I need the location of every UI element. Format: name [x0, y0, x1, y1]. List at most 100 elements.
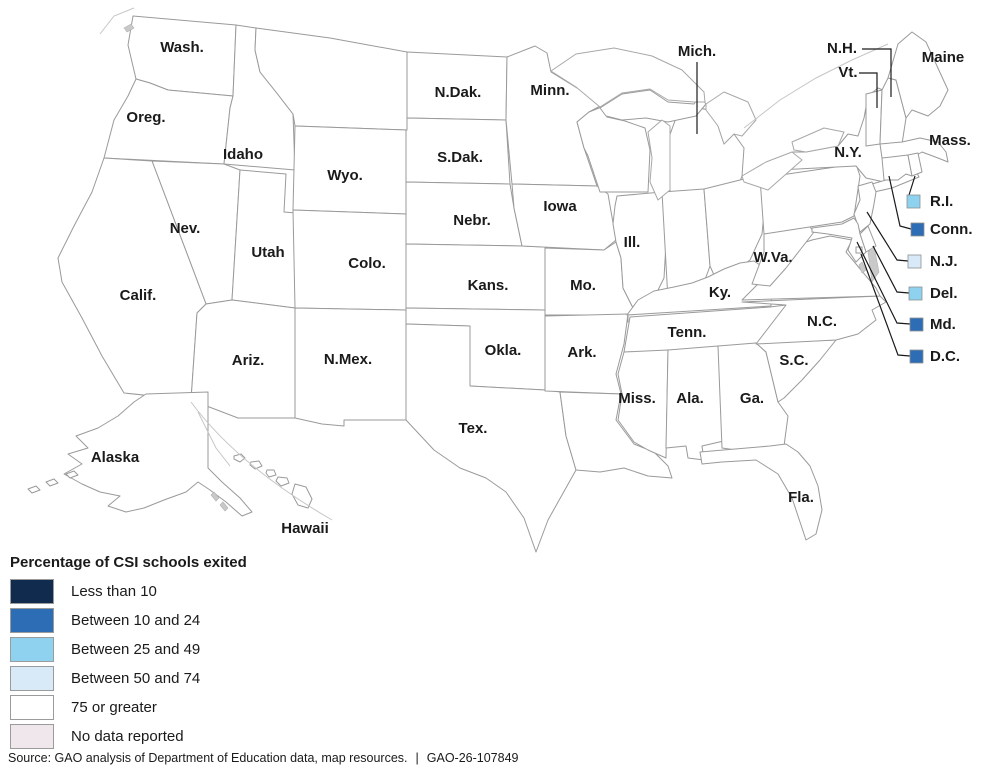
states-layer — [27, 15, 949, 553]
callout-label-dc: D.C. — [930, 348, 960, 365]
source-line: Source: GAO analysis of Department of Ed… — [8, 751, 519, 765]
state-label-wisconsin: Wis. — [597, 133, 628, 150]
state-label-indiana: Ind. — [670, 235, 697, 252]
state-label-colorado: Colo. — [348, 255, 386, 272]
callout-swatch-nj — [907, 254, 922, 269]
state-label-mississippi: Miss. — [618, 390, 656, 407]
state-label-pennsylvania: Penn. — [788, 197, 829, 214]
state-texas — [405, 323, 577, 553]
state-label-michigan: Mich. — [678, 43, 716, 60]
source-text: Source: GAO analysis of Department of Ed… — [8, 751, 408, 765]
state-alaska — [63, 391, 253, 517]
state-label-vermont: Vt. — [838, 64, 857, 81]
legend-label: No data reported — [71, 728, 184, 745]
legend-swatch-75-or-greater — [10, 695, 54, 720]
state-label-arkansas: Ark. — [567, 344, 596, 361]
callout-swatch-del — [908, 286, 923, 301]
callout-swatch-md — [909, 317, 924, 332]
state-label-south-dakota: S.Dak. — [437, 149, 483, 166]
state-label-north-dakota: N.Dak. — [435, 84, 482, 101]
callout-lines-layer — [696, 48, 916, 357]
legend-item: Between 50 and 74 — [10, 666, 247, 691]
state-iowa — [511, 183, 617, 251]
baja-outline — [197, 411, 231, 467]
state-north-carolina — [741, 295, 887, 345]
state-label-washington: Wash. — [160, 39, 204, 56]
state-arizona — [190, 299, 296, 419]
legend-swatch-between-50-74 — [10, 666, 54, 691]
callout-label-md: Md. — [930, 316, 956, 333]
state-alaska-aleutians — [27, 470, 79, 494]
state-label-massachusetts: Mass. — [929, 132, 971, 149]
state-label-new-hampshire: N.H. — [827, 40, 857, 57]
mexico-outline — [190, 401, 333, 521]
callout-line-nj — [866, 211, 909, 262]
source-separator: | — [415, 751, 419, 765]
state-label-illinois: Ill. — [624, 234, 641, 251]
canada-outline-east — [743, 43, 889, 129]
callout-label-del: Del. — [930, 285, 958, 302]
state-label-georgia: Ga. — [740, 390, 764, 407]
lake-michigan — [647, 119, 671, 201]
legend-item: 75 or greater — [10, 695, 247, 720]
legend-swatch-between-10-24 — [10, 608, 54, 633]
alaska-panhandle-islets — [210, 491, 229, 512]
state-montana — [254, 27, 408, 131]
state-south-carolina — [755, 339, 837, 403]
state-label-louisiana: La. — [581, 446, 603, 463]
state-label-texas: Tex. — [459, 420, 488, 437]
state-label-hawaii: Hawaii — [281, 520, 329, 537]
state-label-west-virginia: W.Va. — [753, 249, 792, 266]
legend-label: Between 10 and 24 — [71, 612, 201, 629]
state-label-north-carolina: N.C. — [807, 313, 837, 330]
legend-swatch-no-data — [10, 724, 54, 749]
chesapeake-islets — [858, 245, 880, 283]
report-number: GAO-26-107849 — [426, 751, 519, 765]
state-label-new-york: N.Y. — [834, 144, 862, 161]
state-labels-layer: Wash. Oreg. Calif. Nev. Idaho Utah Mont.… — [91, 39, 973, 537]
state-label-alaska: Alaska — [91, 449, 140, 466]
state-label-minnesota: Minn. — [530, 82, 569, 99]
state-label-kentucky: Ky. — [709, 284, 731, 301]
legend-item: Between 25 and 49 — [10, 637, 247, 662]
state-rhode-island — [907, 152, 923, 177]
state-label-iowa: Iowa — [543, 198, 577, 215]
lake-ontario — [791, 127, 845, 153]
callout-line-nh — [862, 48, 892, 97]
state-label-missouri: Mo. — [570, 277, 596, 294]
state-utah — [231, 169, 297, 309]
callout-swatches-layer — [906, 194, 925, 364]
callout-swatch-dc — [909, 349, 924, 364]
state-label-montana: Mont. — [308, 80, 348, 97]
san-juan-islets — [123, 23, 135, 33]
callout-line-ri — [908, 175, 916, 196]
legend-swatch-less-than-10 — [10, 579, 54, 604]
state-label-nevada: Nev. — [170, 220, 201, 237]
state-label-kansas: Kans. — [468, 277, 509, 294]
state-label-florida: Fla. — [788, 489, 814, 506]
state-label-maine: Maine — [922, 49, 965, 66]
callout-line-conn — [888, 175, 912, 230]
state-label-arizona: Ariz. — [232, 352, 265, 369]
great-lakes-layer — [550, 47, 845, 201]
state-label-south-carolina: S.C. — [779, 352, 808, 369]
legend-item: No data reported — [10, 724, 247, 749]
state-label-tennessee: Tenn. — [668, 324, 707, 341]
legend-item: Less than 10 — [10, 579, 247, 604]
state-label-ohio: Ohio — [717, 225, 751, 242]
legend-label: Between 50 and 74 — [71, 670, 201, 687]
lake-erie — [741, 151, 803, 191]
state-florida — [699, 443, 823, 541]
state-label-wyoming: Wyo. — [327, 167, 363, 184]
legend-title: Percentage of CSI schools exited — [10, 554, 247, 571]
callout-line-md — [856, 241, 911, 325]
state-louisiana — [559, 391, 673, 479]
state-new-jersey — [853, 181, 877, 233]
callout-line-dc — [860, 253, 911, 357]
state-label-oregon: Oreg. — [126, 109, 165, 126]
legend-label: Between 25 and 49 — [71, 641, 201, 658]
legend-swatch-between-25-49 — [10, 637, 54, 662]
legend-label: 75 or greater — [71, 699, 157, 716]
callout-line-vt — [859, 72, 878, 108]
lake-superior — [550, 47, 706, 108]
